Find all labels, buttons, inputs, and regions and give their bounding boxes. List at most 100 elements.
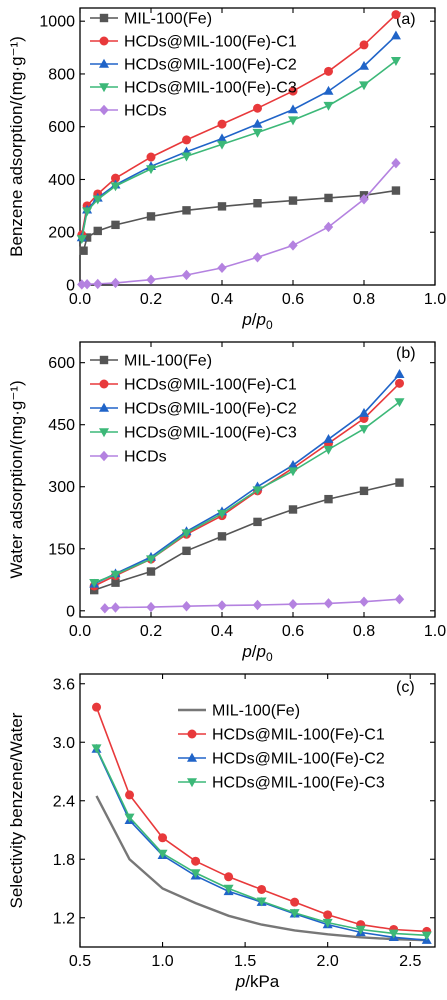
data-point [110, 602, 121, 613]
data-point [288, 104, 298, 114]
data-point [324, 494, 333, 504]
legend-label: HCDs@MIL-100(Fe)-C1 [124, 377, 297, 394]
y-tick-label: 150 [48, 541, 75, 558]
data-point [323, 910, 333, 920]
data-point [359, 407, 369, 417]
y-tick-label: 1000 [39, 14, 75, 31]
data-point [388, 929, 399, 939]
y-tick-label: 800 [48, 66, 75, 83]
data-point [253, 103, 262, 113]
data-point [421, 931, 432, 941]
data-point [391, 186, 401, 195]
legend-label: MIL-100(Fe) [124, 353, 212, 370]
x-tick-label: 0.8 [353, 623, 375, 640]
data-point [390, 30, 401, 40]
data-point [217, 202, 227, 211]
data-point [146, 165, 156, 175]
data-point [323, 101, 334, 111]
data-point [257, 884, 267, 894]
data-point [394, 369, 405, 378]
panel-label: (b) [396, 345, 416, 362]
x-tick-label: 0.0 [69, 291, 91, 308]
data-point [290, 897, 300, 907]
data-point [89, 578, 100, 588]
legend-marker [99, 83, 109, 93]
data-point [92, 195, 103, 205]
plot-frame [79, 341, 436, 618]
series-line [93, 373, 401, 585]
data-point [190, 869, 201, 879]
data-point [252, 128, 263, 138]
legend-label: MIL-100(Fe) [124, 11, 212, 28]
series-hcds-mil-100-fe-c3 [89, 398, 405, 588]
data-point [252, 599, 263, 611]
x-axis-title: p/p0 [241, 310, 273, 332]
data-point [182, 206, 191, 215]
data-point [217, 532, 227, 541]
legend-label: HCDs@MIL-100(Fe)-C1 [212, 727, 385, 744]
x-tick-label: 1.5 [234, 953, 256, 970]
legend-marker [99, 36, 109, 46]
y-tick-label: 600 [48, 119, 75, 136]
legend-marker [99, 402, 109, 412]
data-point [256, 897, 267, 907]
data-point [391, 157, 401, 169]
y-tick-label: 1.8 [53, 852, 75, 869]
chart-panel-a: 0.0 0.2 0.4 0.6 0.8 1.0 0 200 400 600 800 1000 p/p0 B… [7, 7, 446, 332]
data-point [182, 135, 191, 145]
legend-label: HCDs@MIL-100(Fe)-C1 [124, 34, 297, 51]
data-point [146, 212, 156, 221]
data-point [82, 207, 93, 217]
x-tick-label: 0.6 [282, 291, 304, 308]
data-point [359, 60, 369, 70]
data-point [324, 193, 333, 203]
data-point [355, 925, 366, 935]
data-point [110, 277, 121, 289]
legend-label: HCDs [124, 103, 167, 120]
data-point [82, 279, 92, 290]
data-point [146, 567, 156, 576]
data-point [288, 86, 298, 96]
data-point [76, 235, 87, 245]
data-point [79, 246, 88, 255]
series-hcds-mil-100-fe-c1 [92, 702, 432, 936]
data-point [288, 196, 298, 205]
series-mil-100-fe [79, 186, 401, 255]
panel-label: (c) [396, 679, 415, 696]
y-tick-label: 400 [48, 172, 75, 189]
legend-label: HCDs@MIL-100(Fe)-C3 [124, 425, 297, 442]
data-point [323, 85, 334, 95]
data-point [111, 578, 120, 587]
data-point [252, 252, 263, 263]
data-point [100, 603, 110, 614]
legend-marker [99, 379, 109, 389]
data-point [253, 517, 262, 527]
data-point [146, 601, 156, 613]
y-tick-label: 0 [66, 603, 75, 620]
x-tick-label: 0.6 [282, 623, 304, 640]
y-tick-label: 1.2 [53, 910, 75, 927]
plot-frame [79, 673, 436, 948]
data-point [110, 570, 121, 580]
legend-marker [99, 450, 109, 462]
data-point [288, 240, 298, 251]
data-point [390, 57, 401, 66]
data-point [394, 398, 405, 408]
x-tick-label: 0.4 [211, 623, 233, 640]
data-point [146, 555, 156, 565]
data-point [124, 813, 135, 823]
x-tick-label: 0.2 [140, 623, 162, 640]
data-point [82, 233, 92, 242]
legend-marker [99, 58, 109, 68]
data-point [289, 909, 300, 919]
data-point [288, 467, 298, 477]
data-point [217, 600, 227, 611]
y-tick-label: 0 [66, 278, 75, 295]
data-point [111, 220, 120, 230]
data-point [111, 173, 120, 183]
series-hcds-mil-100-fe-c3 [91, 744, 432, 941]
y-tick-label: 600 [48, 355, 75, 372]
legend: MIL-100(Fe) HCDs@MIL-100(Fe)-C1 HCDs@MIL-1… [90, 11, 297, 120]
series-mil-100-fe [95, 795, 427, 942]
